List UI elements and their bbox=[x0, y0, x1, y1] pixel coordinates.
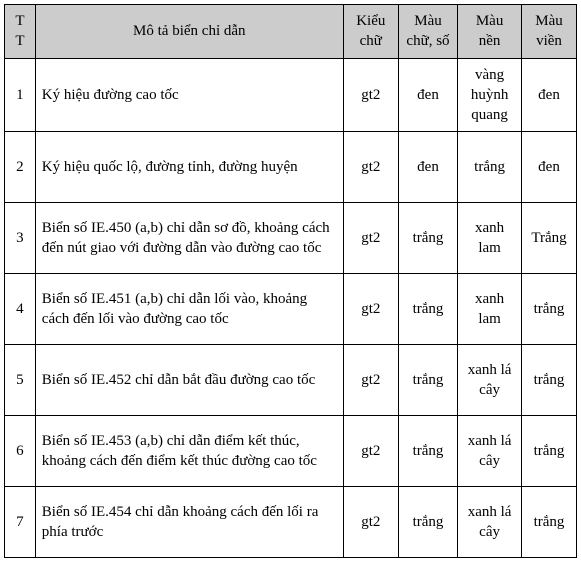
cell-vien: đen bbox=[521, 132, 576, 203]
table-row: 1Ký hiệu đường cao tốcgt2đenvàng huỳnh q… bbox=[5, 58, 577, 132]
cell-nen: xanh lam bbox=[458, 203, 522, 274]
cell-nen: xanh lá cây bbox=[458, 345, 522, 416]
cell-desc: Biển số IE.451 (a,b) chỉ dẫn lối vào, kh… bbox=[35, 274, 343, 345]
table-row: 6Biển số IE.453 (a,b) chỉ dẫn điểm kết t… bbox=[5, 416, 577, 487]
cell-kieu: gt2 bbox=[343, 132, 398, 203]
cell-vien: trắng bbox=[521, 416, 576, 487]
table-row: 2Ký hiệu quốc lộ, đường tỉnh, đường huyệ… bbox=[5, 132, 577, 203]
col-header-vien: Màu viền bbox=[521, 5, 576, 59]
cell-chu: trắng bbox=[398, 487, 457, 558]
cell-vien: Trắng bbox=[521, 203, 576, 274]
cell-chu: trắng bbox=[398, 345, 457, 416]
cell-kieu: gt2 bbox=[343, 203, 398, 274]
table-row: 5Biển số IE.452 chỉ dẫn bắt đầu đường ca… bbox=[5, 345, 577, 416]
cell-desc: Biển số IE.453 (a,b) chỉ dẫn điểm kết th… bbox=[35, 416, 343, 487]
cell-desc: Ký hiệu quốc lộ, đường tỉnh, đường huyện bbox=[35, 132, 343, 203]
cell-chu: đen bbox=[398, 132, 457, 203]
table-header: TT Mô tả biển chỉ dẫn Kiểu chữ Màu chữ, … bbox=[5, 5, 577, 59]
cell-tt: 5 bbox=[5, 345, 36, 416]
cell-tt: 4 bbox=[5, 274, 36, 345]
cell-kieu: gt2 bbox=[343, 487, 398, 558]
cell-tt: 3 bbox=[5, 203, 36, 274]
cell-tt: 2 bbox=[5, 132, 36, 203]
cell-vien: trắng bbox=[521, 487, 576, 558]
cell-tt: 6 bbox=[5, 416, 36, 487]
cell-tt: 1 bbox=[5, 58, 36, 132]
cell-vien: đen bbox=[521, 58, 576, 132]
cell-desc: Biển số IE.454 chỉ dẫn khoảng cách đến l… bbox=[35, 487, 343, 558]
cell-nen: xanh lam bbox=[458, 274, 522, 345]
table-body: 1Ký hiệu đường cao tốcgt2đenvàng huỳnh q… bbox=[5, 58, 577, 558]
cell-chu: trắng bbox=[398, 416, 457, 487]
cell-nen: xanh lá cây bbox=[458, 487, 522, 558]
cell-desc: Biển số IE.452 chỉ dẫn bắt đầu đường cao… bbox=[35, 345, 343, 416]
col-header-tt: TT bbox=[5, 5, 36, 59]
table-row: 3Biển số IE.450 (a,b) chỉ dẫn sơ đồ, kho… bbox=[5, 203, 577, 274]
cell-chu: đen bbox=[398, 58, 457, 132]
cell-kieu: gt2 bbox=[343, 345, 398, 416]
col-header-chu: Màu chữ, số bbox=[398, 5, 457, 59]
cell-chu: trắng bbox=[398, 274, 457, 345]
cell-nen: xanh lá cây bbox=[458, 416, 522, 487]
cell-kieu: gt2 bbox=[343, 58, 398, 132]
cell-nen: trắng bbox=[458, 132, 522, 203]
table-row: 4Biển số IE.451 (a,b) chỉ dẫn lối vào, k… bbox=[5, 274, 577, 345]
cell-desc: Biển số IE.450 (a,b) chỉ dẫn sơ đồ, khoả… bbox=[35, 203, 343, 274]
cell-desc: Ký hiệu đường cao tốc bbox=[35, 58, 343, 132]
cell-tt: 7 bbox=[5, 487, 36, 558]
table-row: 7Biển số IE.454 chỉ dẫn khoảng cách đến … bbox=[5, 487, 577, 558]
col-header-kieu: Kiểu chữ bbox=[343, 5, 398, 59]
cell-nen: vàng huỳnh quang bbox=[458, 58, 522, 132]
cell-kieu: gt2 bbox=[343, 274, 398, 345]
cell-kieu: gt2 bbox=[343, 416, 398, 487]
cell-vien: trắng bbox=[521, 345, 576, 416]
signage-table: TT Mô tả biển chỉ dẫn Kiểu chữ Màu chữ, … bbox=[4, 4, 577, 558]
cell-chu: trắng bbox=[398, 203, 457, 274]
cell-vien: trắng bbox=[521, 274, 576, 345]
col-header-desc: Mô tả biển chỉ dẫn bbox=[35, 5, 343, 59]
col-header-nen: Màu nền bbox=[458, 5, 522, 59]
